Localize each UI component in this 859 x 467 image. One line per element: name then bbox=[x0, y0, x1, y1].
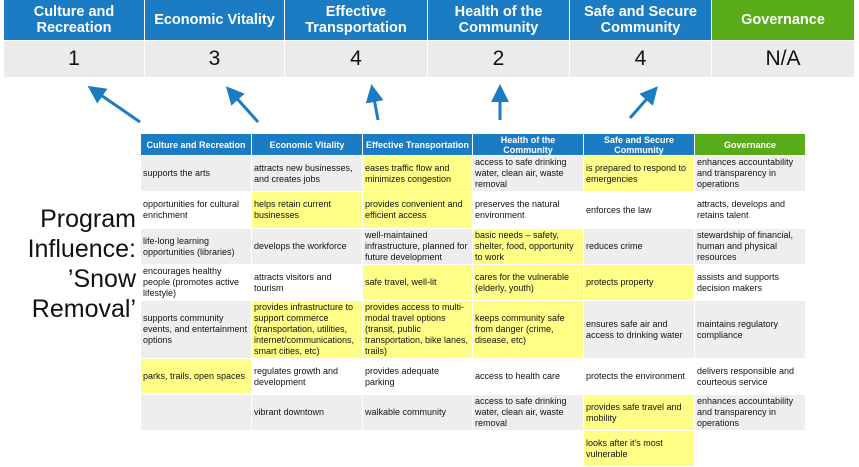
table-cell: encourages healthy people (promotes acti… bbox=[140, 264, 252, 301]
table-cell: provides adequate parking bbox=[362, 358, 473, 395]
table-cell: provides convenient and efficient access bbox=[362, 191, 473, 229]
table-cell: regulates growth and development bbox=[251, 358, 363, 395]
table-cell: develops the workforce bbox=[251, 228, 363, 265]
table-cell: walkable community bbox=[362, 394, 473, 431]
table-cell: life-long learning opportunities (librar… bbox=[140, 228, 252, 265]
arrow-icon bbox=[87, 85, 141, 124]
table-cell: access to safe drinking water, clean air… bbox=[472, 155, 584, 192]
table-row: opportunities for cultural enrichment hel… bbox=[140, 191, 806, 229]
score-summary: Culture and Recreation Economic Vitality E… bbox=[4, 0, 855, 77]
table-cell bbox=[140, 430, 252, 467]
table-row: looks after it's most vulnerable bbox=[140, 430, 806, 467]
column-header: Economic Vitality bbox=[251, 133, 363, 156]
table-cell: attracts visitors and tourism bbox=[251, 264, 363, 301]
table-cell: parks, trails, open spaces bbox=[140, 358, 252, 395]
influence-table: Culture and Recreation Economic Vitality E… bbox=[140, 133, 806, 467]
table-cell: basic needs – safety, shelter, food, opp… bbox=[472, 228, 584, 265]
table-cell: is prepared to respond to emergencies bbox=[583, 155, 695, 192]
table-cell: enhances accountability and transparency… bbox=[694, 394, 806, 431]
table-cell: eases traffic flow and minimizes congest… bbox=[362, 155, 473, 192]
arrow-icon bbox=[365, 84, 384, 121]
table-row: supports the arts attracts new businesses… bbox=[140, 155, 806, 192]
table-cell: looks after it's most vulnerable bbox=[583, 430, 695, 467]
category-score: 3 bbox=[145, 40, 285, 77]
table-cell: attracts new businesses, and creates job… bbox=[251, 155, 363, 192]
table-cell: maintains regulatory compliance bbox=[694, 300, 806, 359]
table-row: vibrant downtown walkable community access… bbox=[140, 394, 806, 431]
category-header: Health of the Community bbox=[428, 0, 570, 40]
table-cell bbox=[694, 430, 806, 467]
table-cell: provides safe travel and mobility bbox=[583, 394, 695, 431]
table-cell: enhances accountability and transparency… bbox=[694, 155, 806, 192]
table-cell: stewardship of financial, human and phys… bbox=[694, 228, 806, 265]
table-cell: vibrant downtown bbox=[251, 394, 363, 431]
table-cell: safe travel, well-lit bbox=[362, 264, 473, 301]
table-cell: delivers responsible and courteous servi… bbox=[694, 358, 806, 395]
table-cell: supports community events, and entertain… bbox=[140, 300, 252, 359]
table-cell: protects property bbox=[583, 264, 695, 301]
category-score: 1 bbox=[4, 40, 145, 77]
table-cell: provides access to multi-modal travel op… bbox=[362, 300, 473, 359]
category-score: 4 bbox=[570, 40, 712, 77]
table-row: encourages healthy people (promotes acti… bbox=[140, 264, 806, 301]
column-header: Governance bbox=[694, 133, 806, 156]
category-header: Governance bbox=[712, 0, 855, 40]
table-cell bbox=[362, 430, 473, 467]
table-row: supports community events, and entertain… bbox=[140, 300, 806, 359]
category-score: N/A bbox=[712, 40, 855, 77]
table-row: life-long learning opportunities (librar… bbox=[140, 228, 806, 265]
table-cell: cares for the vulnerable (elderly, youth… bbox=[472, 264, 584, 301]
table-row: parks, trails, open spaces regulates grow… bbox=[140, 358, 806, 395]
table-cell: protects the environment bbox=[583, 358, 695, 395]
table-cell: assists and supports decision makers bbox=[694, 264, 806, 301]
table-cell: attracts, develops and retains talent bbox=[694, 191, 806, 229]
program-influence-label: Program Influence: ’Snow Removal’ bbox=[27, 205, 136, 323]
table-cell: preserves the natural environment bbox=[472, 191, 584, 229]
table-cell: access to safe drinking water, clean air… bbox=[472, 394, 584, 431]
category-header: Effective Transportation bbox=[285, 0, 428, 40]
column-header: Safe and Secure Community bbox=[583, 133, 695, 156]
table-cell bbox=[472, 430, 584, 467]
table-cell: ensures safe air and access to drinking … bbox=[583, 300, 695, 359]
table-cell: well-maintained infrastructure, planned … bbox=[362, 228, 473, 265]
category-header: Economic Vitality bbox=[145, 0, 285, 40]
table-header-row: Culture and Recreation Economic Vitality E… bbox=[140, 133, 806, 156]
category-header: Culture and Recreation bbox=[4, 0, 145, 40]
table-cell: helps retain current businesses bbox=[251, 191, 363, 229]
category-score: 2 bbox=[428, 40, 570, 77]
column-header: Effective Transportation bbox=[362, 133, 473, 156]
column-header: Health of the Community bbox=[472, 133, 584, 156]
table-cell: opportunities for cultural enrichment bbox=[140, 191, 252, 229]
category-score: 4 bbox=[285, 40, 428, 77]
table-cell: enforces the law bbox=[583, 191, 695, 229]
table-cell bbox=[251, 430, 363, 467]
table-cell: keeps community safe from danger (crime,… bbox=[472, 300, 584, 359]
table-cell: access to health care bbox=[472, 358, 584, 395]
arrow-icon bbox=[628, 86, 658, 119]
table-cell: supports the arts bbox=[140, 155, 252, 192]
column-header: Culture and Recreation bbox=[140, 133, 252, 156]
table-cell: provides infrastructure to support comme… bbox=[251, 300, 363, 359]
category-header: Safe and Secure Community bbox=[570, 0, 712, 40]
table-cell: reduces crime bbox=[583, 228, 695, 265]
arrow-icon bbox=[225, 86, 260, 124]
table-cell bbox=[140, 394, 252, 431]
